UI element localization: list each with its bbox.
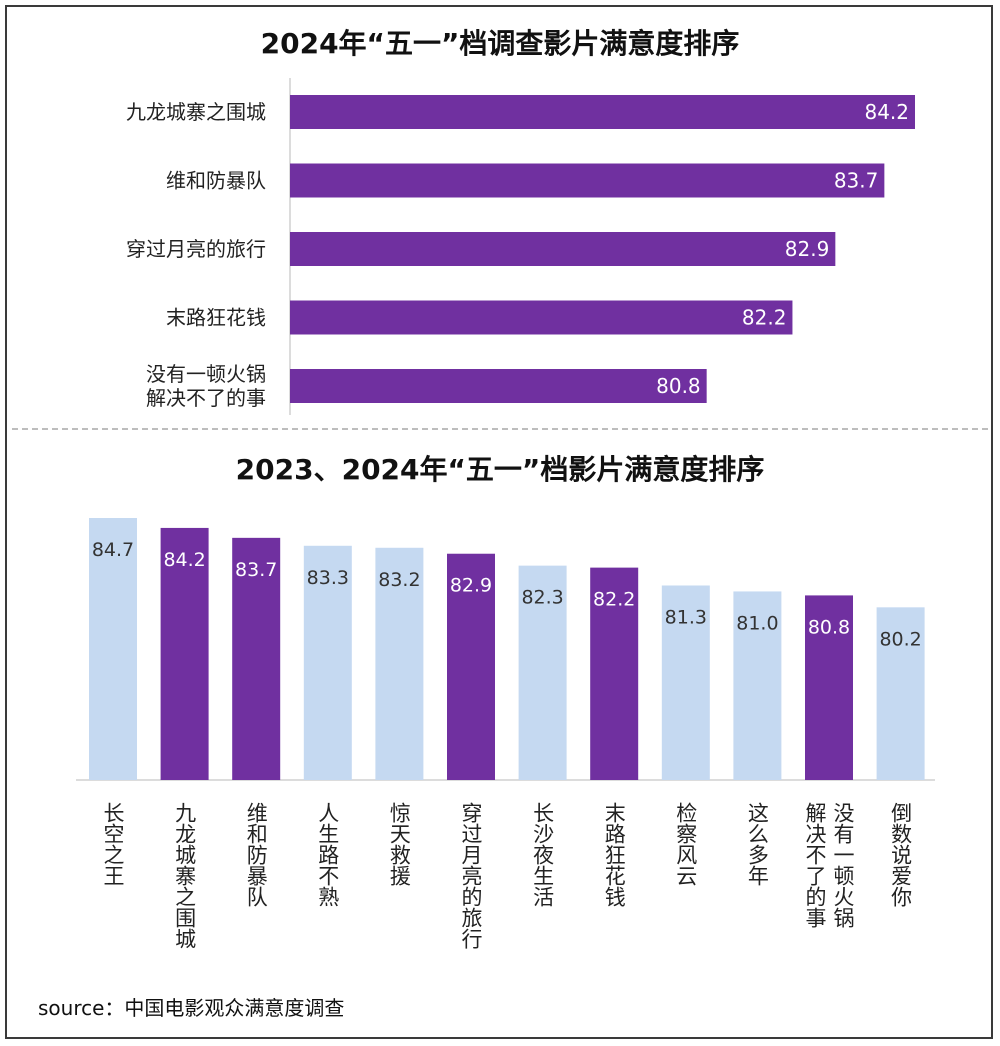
bar-value-label: 81.0 xyxy=(736,612,778,634)
category-label: 检察风云 xyxy=(674,802,698,886)
category-label: 九龙城寨之围城 xyxy=(173,802,197,949)
bar-value-label: 80.8 xyxy=(656,374,701,398)
category-label: 九龙城寨之围城 xyxy=(126,100,266,124)
source-note: source：中国电影观众满意度调查 xyxy=(38,996,345,1020)
bar-value-label: 84.7 xyxy=(92,539,134,561)
bar-value-label: 80.8 xyxy=(808,616,850,638)
category-label: 没有一顿火锅 xyxy=(831,802,855,928)
bar xyxy=(290,300,793,335)
bar xyxy=(160,527,209,780)
bar xyxy=(303,545,352,780)
dashed-separator xyxy=(12,428,988,430)
chart-2024-horizontal-bars: 84.2 九龙城寨之围城 83.7 维和防暴队 82.9 穿过月亮的旅行 82.2 末路狂花钱… xyxy=(126,78,915,415)
bar-value-label: 83.2 xyxy=(378,569,420,591)
bar xyxy=(733,591,782,780)
bar xyxy=(232,537,281,780)
category-label: 人生路不熟 xyxy=(316,802,340,907)
chart-2023-2024-title: 2023、2024年“五一”档影片满意度排序 xyxy=(235,453,765,486)
category-label: 没有一顿火锅 xyxy=(146,362,266,386)
bar-value-label: 83.7 xyxy=(235,559,277,581)
bar xyxy=(290,163,885,198)
category-label: 维和防暴队 xyxy=(166,169,266,193)
bar xyxy=(876,607,925,780)
chart-2023-2024-vertical-bars: 84.7 长空之王 84.2 九龙城寨之围城 83.7 维和防暴队 83.3 人生路不熟 83.… xyxy=(76,518,935,949)
bar-value-label: 82.9 xyxy=(785,237,830,261)
bar xyxy=(805,595,853,780)
category-label: 长空之王 xyxy=(101,802,125,886)
bar xyxy=(661,585,710,780)
bar xyxy=(447,553,495,780)
category-label: 穿过月亮的旅行 xyxy=(459,802,483,949)
chart-2024-title: 2024年“五一”档调查影片满意度排序 xyxy=(260,27,740,60)
bar-value-label: 83.3 xyxy=(307,567,349,589)
bar xyxy=(518,565,567,780)
bar xyxy=(290,95,915,129)
category-label: 维和防暴队 xyxy=(244,802,268,907)
bar xyxy=(89,518,137,780)
bar-value-label: 83.7 xyxy=(834,169,879,193)
category-label: 倒数说爱你 xyxy=(889,802,913,907)
category-label: 惊天救援 xyxy=(387,802,411,886)
bar-value-label: 82.9 xyxy=(450,575,492,597)
category-label: 末路狂花钱 xyxy=(166,306,266,330)
category-label: 穿过月亮的旅行 xyxy=(126,237,266,261)
bar-value-label: 84.2 xyxy=(163,549,205,571)
category-label: 长沙夜生活 xyxy=(531,802,555,907)
bar xyxy=(290,369,707,403)
bar-value-label: 82.3 xyxy=(521,587,563,609)
bar xyxy=(590,567,639,780)
bar-value-label: 80.2 xyxy=(879,628,921,650)
bar xyxy=(375,547,424,780)
category-label: 解决不了的事 xyxy=(803,802,827,928)
bar-value-label: 82.2 xyxy=(593,589,635,611)
category-label: 这么多年 xyxy=(745,802,769,886)
category-label: 末路狂花钱 xyxy=(602,802,626,907)
bar-value-label: 84.2 xyxy=(864,100,909,124)
bar xyxy=(290,232,836,266)
category-label: 解决不了的事 xyxy=(146,386,266,410)
bar-value-label: 82.2 xyxy=(742,306,787,330)
bar-value-label: 81.3 xyxy=(665,606,707,628)
